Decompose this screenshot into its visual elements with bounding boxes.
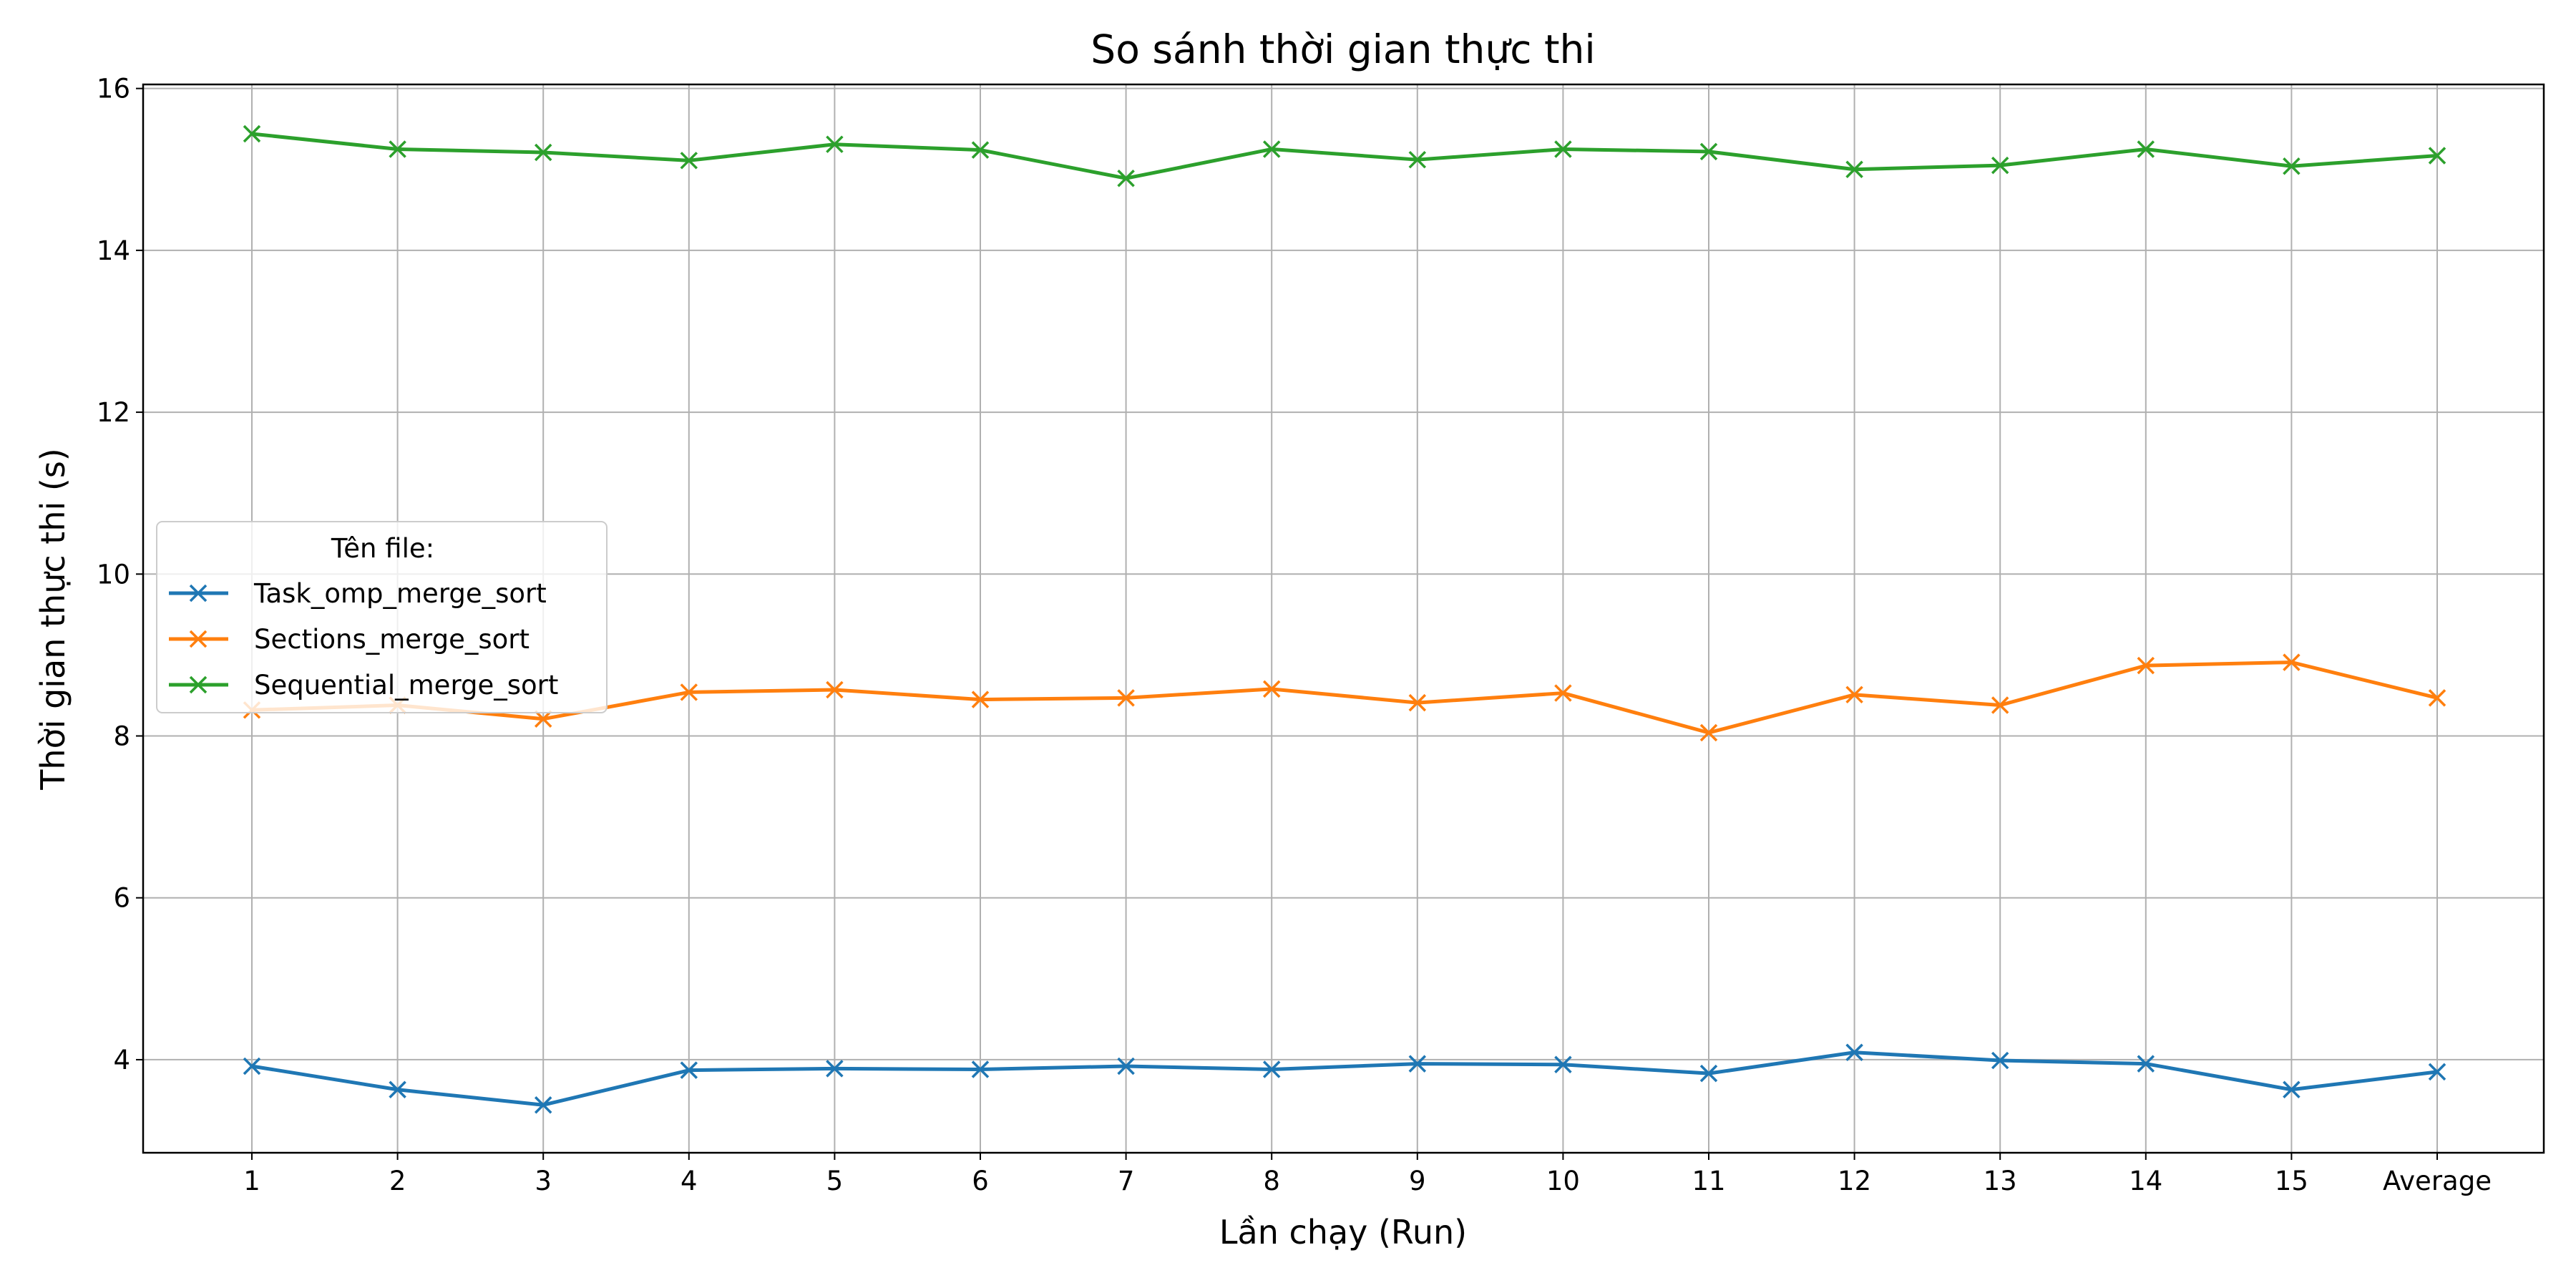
data-point bbox=[1845, 1043, 1863, 1061]
data-point bbox=[2428, 689, 2446, 707]
legend-marker bbox=[189, 630, 208, 648]
data-point bbox=[826, 680, 844, 699]
data-point bbox=[1262, 680, 1281, 698]
x-tick-label: 3 bbox=[535, 1166, 552, 1196]
x-tick-label: 15 bbox=[2275, 1166, 2308, 1196]
data-point bbox=[1991, 156, 2009, 175]
data-point bbox=[1554, 140, 1572, 158]
data-point bbox=[1699, 723, 1718, 742]
data-point bbox=[2137, 1055, 2155, 1073]
y-tick-label: 16 bbox=[97, 74, 130, 104]
legend-title: Tên file: bbox=[331, 533, 434, 564]
data-point bbox=[1408, 150, 1427, 169]
series-Sequential_merge_sort bbox=[243, 125, 2446, 187]
data-point bbox=[2428, 147, 2446, 165]
x-tick-label: 2 bbox=[389, 1166, 406, 1196]
data-point bbox=[389, 140, 406, 158]
data-point bbox=[1554, 1055, 1572, 1073]
legend-item: Sequential_merge_sort bbox=[169, 670, 558, 701]
plot-frame bbox=[142, 83, 2545, 1154]
data-point bbox=[1117, 689, 1135, 707]
data-point bbox=[243, 1057, 261, 1075]
x-axis-title: Lần chạy (Run) bbox=[1219, 1213, 1467, 1252]
data-point bbox=[1845, 160, 1863, 178]
data-point bbox=[2428, 1063, 2446, 1081]
data-point bbox=[971, 691, 990, 708]
data-point bbox=[1699, 142, 1718, 161]
x-tick-label: 11 bbox=[1692, 1166, 1725, 1196]
data-point bbox=[2283, 653, 2301, 671]
legend-label: Sequential_merge_sort bbox=[254, 670, 558, 701]
data-point bbox=[243, 125, 261, 143]
data-point bbox=[680, 152, 698, 170]
x-tick-label: Average bbox=[2383, 1166, 2492, 1196]
series-line bbox=[251, 1050, 2438, 1107]
data-point bbox=[1845, 686, 1863, 704]
legend-item: Task_omp_merge_sort bbox=[169, 578, 547, 609]
data-point bbox=[1991, 696, 2009, 714]
data-point bbox=[1554, 684, 1572, 702]
x-tick-label: 9 bbox=[1409, 1166, 1426, 1196]
x-tick-label: 8 bbox=[1263, 1166, 1280, 1196]
data-point bbox=[1991, 1051, 2009, 1070]
x-tick-label: 10 bbox=[1546, 1166, 1580, 1196]
x-tick-label: 5 bbox=[826, 1166, 844, 1196]
y-tick-label: 8 bbox=[113, 721, 130, 752]
y-tick-label: 6 bbox=[113, 883, 130, 914]
data-point bbox=[534, 143, 552, 162]
y-axis-title: Thời gian thực thi (s) bbox=[34, 448, 72, 790]
series-line bbox=[251, 132, 2438, 180]
data-point bbox=[971, 141, 990, 159]
data-point bbox=[1262, 140, 1281, 158]
legend-item: Sections_merge_sort bbox=[169, 624, 530, 655]
y-tick-label: 14 bbox=[97, 235, 130, 266]
grid bbox=[143, 84, 2544, 1153]
series-group bbox=[243, 125, 2446, 1114]
data-point bbox=[1117, 169, 1135, 187]
data-point bbox=[2137, 140, 2155, 158]
data-point bbox=[1117, 1057, 1135, 1075]
legend-label: Task_omp_merge_sort bbox=[253, 578, 547, 609]
data-point bbox=[680, 1061, 698, 1079]
data-point bbox=[389, 1080, 406, 1099]
x-tick-label: 14 bbox=[2129, 1166, 2162, 1196]
y-tick-label: 4 bbox=[113, 1045, 130, 1075]
data-point bbox=[2283, 157, 2301, 175]
data-point bbox=[2283, 1080, 2301, 1099]
data-point bbox=[1699, 1064, 1718, 1083]
legend: Tên file: Task_omp_merge_sort Sections_mer… bbox=[156, 521, 608, 713]
data-point bbox=[1262, 1060, 1281, 1078]
x-tick-label: 12 bbox=[1838, 1166, 1871, 1196]
data-point bbox=[826, 1060, 844, 1078]
series-Task_omp_merge_sort bbox=[243, 1043, 2446, 1114]
legend-label: Sections_merge_sort bbox=[254, 624, 530, 655]
series-line bbox=[251, 660, 2438, 735]
data-point bbox=[680, 683, 698, 701]
legend-marker bbox=[189, 675, 208, 694]
data-point bbox=[1408, 693, 1427, 712]
chart-title: So sánh thời gian thực thi bbox=[1091, 26, 1595, 72]
x-tick-label: 6 bbox=[972, 1166, 989, 1196]
y-tick-label: 12 bbox=[97, 397, 130, 428]
data-point bbox=[971, 1060, 990, 1078]
y-tick-label: 10 bbox=[97, 559, 130, 590]
data-point bbox=[534, 1096, 552, 1114]
data-point bbox=[534, 710, 552, 728]
x-tick-label: 7 bbox=[1118, 1166, 1135, 1196]
legend-box bbox=[156, 521, 608, 713]
x-tick-label: 4 bbox=[680, 1166, 698, 1196]
data-point bbox=[2137, 656, 2155, 675]
x-tick-label: 13 bbox=[1984, 1166, 2017, 1196]
data-point bbox=[826, 135, 844, 153]
data-point bbox=[1408, 1055, 1427, 1073]
x-tick-label: 1 bbox=[243, 1166, 260, 1196]
legend-marker bbox=[189, 584, 208, 602]
